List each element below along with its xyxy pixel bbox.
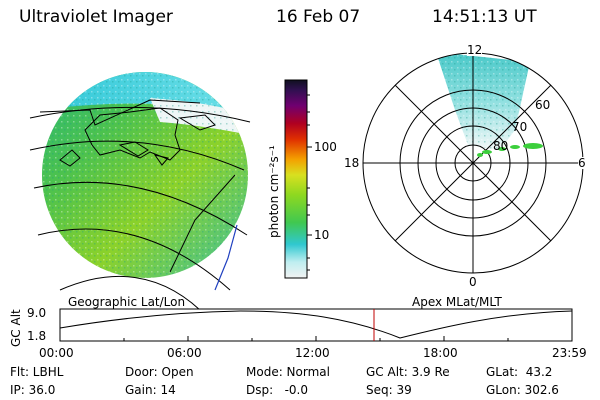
polar-plot bbox=[362, 52, 584, 274]
mlat-label-60: 60 bbox=[535, 98, 551, 112]
mlt-label-12: 12 bbox=[467, 43, 483, 57]
mlt-label-18: 18 bbox=[344, 156, 360, 170]
dsp-info: Dsp: -0.0 bbox=[246, 383, 309, 397]
instrument-title: Ultraviolet Imager bbox=[19, 7, 173, 27]
satellite-track bbox=[214, 224, 238, 291]
x-tick-2359: 23:59 bbox=[552, 346, 587, 360]
geographic-caption: Geographic Lat/Lon bbox=[68, 295, 186, 309]
mlat-label-80: 80 bbox=[493, 139, 509, 153]
mlt-label-0: 0 bbox=[469, 275, 477, 289]
x-tick-1200: 12:00 bbox=[295, 346, 330, 360]
aurora-oval bbox=[477, 143, 543, 157]
glat-info: GLat: 43.2 bbox=[486, 365, 553, 379]
mlt-label-6: 6 bbox=[578, 156, 586, 170]
gain-info: Gain: 14 bbox=[125, 383, 176, 397]
altitude-ymax: 9.0 bbox=[27, 306, 47, 320]
filter-info: Flt: LBHL bbox=[10, 365, 64, 379]
x-tick-0000: 00:00 bbox=[39, 346, 74, 360]
altitude-ylabel: GC Alt bbox=[9, 309, 23, 347]
globe-image bbox=[29, 72, 251, 311]
door-info: Door: Open bbox=[125, 365, 194, 379]
glon-info: GLon: 302.6 bbox=[486, 383, 559, 397]
colorbar-label: photon cm⁻²s⁻¹ bbox=[267, 145, 281, 238]
date-label: 16 Feb 07 bbox=[276, 7, 361, 27]
sequence-info: Seq: 39 bbox=[366, 383, 412, 397]
time-label: 14:51:13 UT bbox=[432, 7, 537, 27]
altitude-plot bbox=[59, 308, 573, 342]
colorbar-tick-10: 10 bbox=[314, 228, 330, 242]
colorbar-tick-100: 100 bbox=[314, 140, 337, 154]
apex-caption: Apex MLat/MLT bbox=[412, 295, 502, 309]
coastline-outline bbox=[59, 107, 216, 167]
mlat-label-70: 70 bbox=[512, 120, 528, 134]
x-tick-1800: 18:00 bbox=[423, 346, 458, 360]
mode-info: Mode: Normal bbox=[246, 365, 330, 379]
colorbar bbox=[284, 79, 312, 279]
altitude-ymin: 1.8 bbox=[27, 329, 47, 343]
x-tick-0600: 06:00 bbox=[167, 346, 202, 360]
globe-grid-lines bbox=[29, 99, 251, 311]
gc-altitude-info: GC Alt: 3.9 Re bbox=[366, 365, 450, 379]
ip-info: IP: 36.0 bbox=[10, 383, 56, 397]
